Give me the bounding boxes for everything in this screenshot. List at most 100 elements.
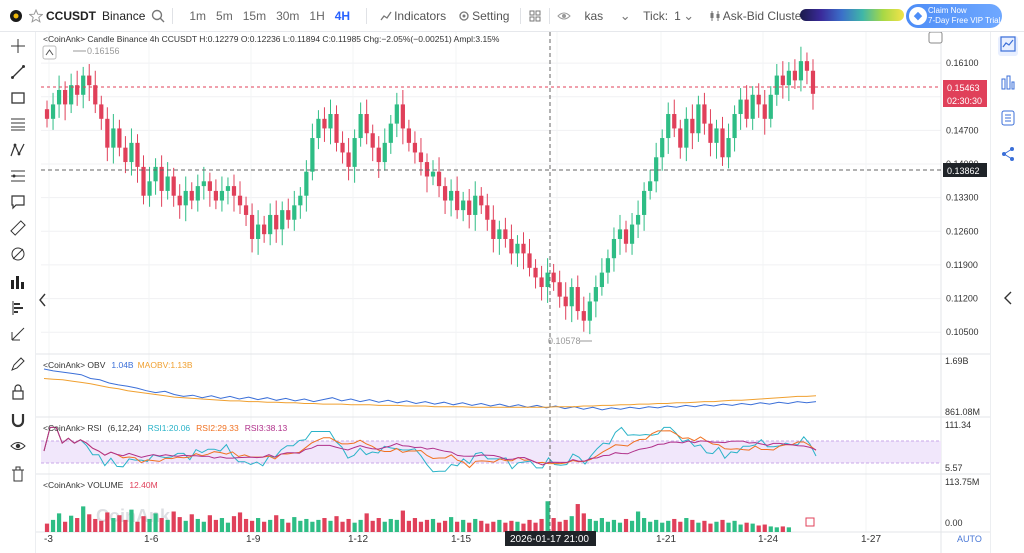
- candle-body: [756, 94, 761, 105]
- pattern-icon: [10, 142, 26, 163]
- candle-body: [732, 114, 737, 139]
- time-tick-label: -3: [44, 534, 53, 545]
- pen-icon: [10, 356, 26, 377]
- lock-tool[interactable]: [8, 383, 28, 404]
- cluster-icon: [707, 8, 723, 24]
- volume-bar: [448, 517, 454, 532]
- candle-body: [352, 138, 357, 167]
- candle-body: [436, 171, 442, 187]
- time-tick-label: 1-21: [656, 534, 676, 545]
- obv-lines-layer: [43, 368, 817, 411]
- collapse-right-button[interactable]: [998, 290, 1018, 310]
- rsi-axis-bottom: 5.57: [945, 463, 963, 473]
- pattern-tool[interactable]: [8, 142, 28, 162]
- timeframe-4h[interactable]: 4H: [334, 8, 351, 23]
- chart-panel-button[interactable]: [998, 35, 1018, 56]
- indicators-button[interactable]: Indicators: [373, 0, 451, 32]
- volume-bar: [105, 512, 110, 532]
- volume-bar: [690, 519, 695, 532]
- trend-line-tool[interactable]: [8, 64, 28, 84]
- candle-body: [569, 287, 574, 307]
- volume-profile-tool[interactable]: [8, 300, 28, 320]
- setting-button[interactable]: Setting: [451, 0, 514, 32]
- timeframe-1m[interactable]: 1m: [189, 8, 207, 23]
- trash-tool[interactable]: [8, 466, 28, 486]
- note-tool[interactable]: [8, 194, 28, 214]
- speech-bubble-icon: [10, 194, 26, 215]
- timeframe-5m[interactable]: 5m: [216, 8, 233, 23]
- bar-chart-tool[interactable]: [8, 274, 28, 294]
- timeframe-30m[interactable]: 30m: [276, 8, 300, 23]
- volume-bar: [376, 518, 381, 532]
- high-annotation: 0.16156: [87, 46, 120, 56]
- volume-bar: [774, 527, 779, 532]
- rectangle-tool[interactable]: [8, 90, 28, 110]
- volume-bar: [400, 510, 405, 532]
- volume-bar: [738, 524, 743, 532]
- tick-label: Tick:: [643, 8, 669, 23]
- volume-bar: [418, 521, 424, 532]
- favorite-star-icon[interactable]: [28, 8, 44, 24]
- crosshair-tool[interactable]: [8, 38, 28, 58]
- vip-line1: Claim Now: [928, 6, 967, 15]
- candle-body: [322, 118, 327, 129]
- screenshot-button[interactable]: [928, 32, 943, 44]
- asset-selector[interactable]: kas ⌄: [572, 0, 638, 32]
- candle-body: [249, 214, 255, 239]
- heatmap-gradient-scale[interactable]: [800, 9, 904, 21]
- asset-label: kas: [584, 8, 604, 23]
- parallel-lines-tool[interactable]: [8, 116, 28, 136]
- candlestick-chart[interactable]: CoinAnk 0.161000.154000.147000.140000.13…: [36, 32, 990, 553]
- volume-legend: <CoinAnk> VOLUME 12.40M: [43, 480, 158, 490]
- bars-panel-button[interactable]: [998, 74, 1018, 94]
- candle-body: [714, 128, 719, 143]
- candle-body: [62, 89, 68, 105]
- candle-body: [44, 109, 50, 119]
- volume-bar: [720, 519, 725, 532]
- indicators-icon: [378, 8, 394, 24]
- collapse-legend-button[interactable]: [42, 45, 57, 60]
- share-button[interactable]: [998, 146, 1018, 166]
- search-icon[interactable]: [150, 8, 166, 24]
- candle-body: [509, 238, 514, 254]
- volume-bar: [44, 523, 50, 532]
- layout-grid-icon[interactable]: [527, 8, 543, 24]
- fibonacci-tool[interactable]: [8, 168, 28, 188]
- volume-bar: [231, 516, 237, 532]
- volume-bar: [780, 526, 785, 532]
- ruler-icon: [10, 219, 26, 241]
- magnet-tool[interactable]: [8, 412, 28, 432]
- volume-bar: [129, 509, 134, 532]
- volume-bar: [135, 521, 140, 532]
- fibonacci-icon: [10, 168, 26, 189]
- eye-icon[interactable]: [556, 8, 572, 24]
- auto-scale-button[interactable]: AUTO: [957, 534, 982, 544]
- tick-selector[interactable]: Tick: 1 ⌄: [638, 0, 702, 32]
- magnet-icon: [10, 412, 26, 433]
- chevron-left-icon[interactable]: [39, 293, 46, 307]
- vip-trial-button[interactable]: ◆ Claim Now 7-Day Free VIP Trial: [906, 4, 1002, 28]
- volume-bar: [497, 519, 502, 532]
- time-tick-label: 1-24: [758, 534, 778, 545]
- candle-body: [557, 282, 562, 297]
- timeframe-1h[interactable]: 1H: [309, 8, 325, 23]
- candle-body: [280, 210, 285, 230]
- bar-chart-icon: [1000, 74, 1016, 95]
- volume-bar: [370, 520, 375, 532]
- candle-body: [87, 75, 92, 86]
- candle-body: [768, 94, 773, 119]
- candle-body: [135, 142, 140, 167]
- brush-tool[interactable]: [8, 246, 28, 266]
- ruler-tool[interactable]: [8, 219, 28, 241]
- visibility-tool[interactable]: [8, 438, 28, 458]
- pen-tool[interactable]: [8, 356, 28, 376]
- list-panel-button[interactable]: [998, 110, 1018, 130]
- timeframe-15m[interactable]: 15m: [242, 8, 267, 23]
- volume-bar: [183, 520, 188, 532]
- vip-line2: 7-Day Free VIP Trial: [928, 16, 1001, 25]
- candle-body: [243, 205, 249, 215]
- symbol-selector[interactable]: CCUSDT Binance: [0, 0, 150, 32]
- list-icon: [1000, 110, 1016, 131]
- measure-tool[interactable]: [8, 326, 28, 346]
- volume-bar: [672, 518, 677, 532]
